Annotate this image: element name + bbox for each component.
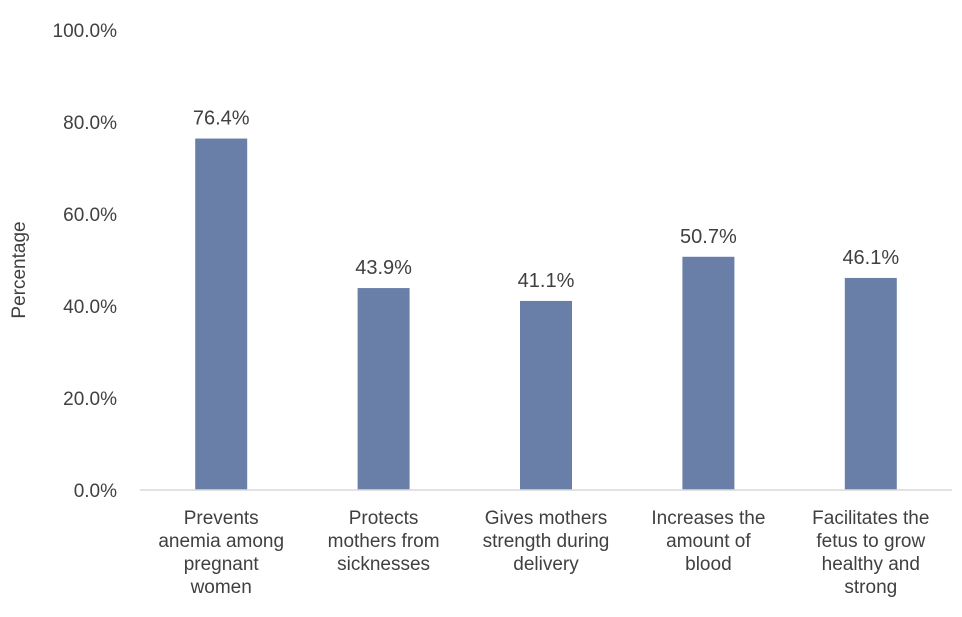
bar xyxy=(844,277,897,490)
y-tick-label: 40.0% xyxy=(63,297,117,318)
bar xyxy=(195,138,248,490)
y-axis-title: Percentage xyxy=(9,221,30,318)
bar-series xyxy=(195,138,897,490)
x-category-label-line: Prevents xyxy=(184,508,259,529)
x-category-label-line: women xyxy=(190,577,252,598)
data-label: 43.9% xyxy=(355,257,412,279)
x-category-label: Facilitates the fetus to grow healthy and s… xyxy=(812,508,929,598)
x-category-label: Increases the amount of blood xyxy=(651,508,765,575)
y-tick-label: 20.0% xyxy=(63,389,117,410)
x-category-label-line: strength during xyxy=(483,531,610,552)
x-category-label: Protects mothers from sicknesses xyxy=(328,508,440,575)
x-category-label-line: Protects xyxy=(349,508,419,529)
data-label: 50.7% xyxy=(680,226,737,248)
x-category-label-line: strong xyxy=(844,577,897,598)
y-tick-label: 100.0% xyxy=(53,21,118,42)
y-tick-label: 60.0% xyxy=(63,205,117,226)
x-category-label-line: mothers from xyxy=(328,531,440,552)
x-category-label: Prevents anemia among pregnant women xyxy=(158,508,284,598)
x-category-label-line: Gives mothers xyxy=(485,508,607,529)
y-axis-ticks: 0.0% 20.0% 40.0% 60.0% 80.0% 100.0% xyxy=(53,21,118,502)
y-tick-label: 0.0% xyxy=(74,481,117,502)
x-category-label-line: fetus to grow xyxy=(816,531,925,552)
data-label: 46.1% xyxy=(842,247,899,269)
x-category-label-line: delivery xyxy=(513,554,579,575)
x-category-label-line: healthy and xyxy=(822,554,920,575)
bar xyxy=(357,288,410,490)
data-labels: 76.4% 43.9% 41.1% 50.7% 46.1% xyxy=(193,108,900,292)
bar xyxy=(520,300,572,490)
x-category-label-line: Increases the xyxy=(651,508,765,529)
x-category-label: Gives mothers strength during delivery xyxy=(483,508,610,575)
x-category-label-line: pregnant xyxy=(184,554,260,575)
data-label: 76.4% xyxy=(193,108,250,130)
bar xyxy=(682,256,735,490)
data-label: 41.1% xyxy=(518,270,575,292)
x-category-label-line: blood xyxy=(685,554,732,575)
x-category-label-line: amount of xyxy=(666,531,751,552)
x-axis-category-labels: Prevents anemia among pregnant women Protect… xyxy=(158,508,929,598)
x-category-label-line: Facilitates the xyxy=(812,508,929,529)
x-category-label-line: sicknesses xyxy=(337,554,430,575)
y-tick-label: 80.0% xyxy=(63,113,117,134)
x-category-label-line: anemia among xyxy=(158,531,284,552)
